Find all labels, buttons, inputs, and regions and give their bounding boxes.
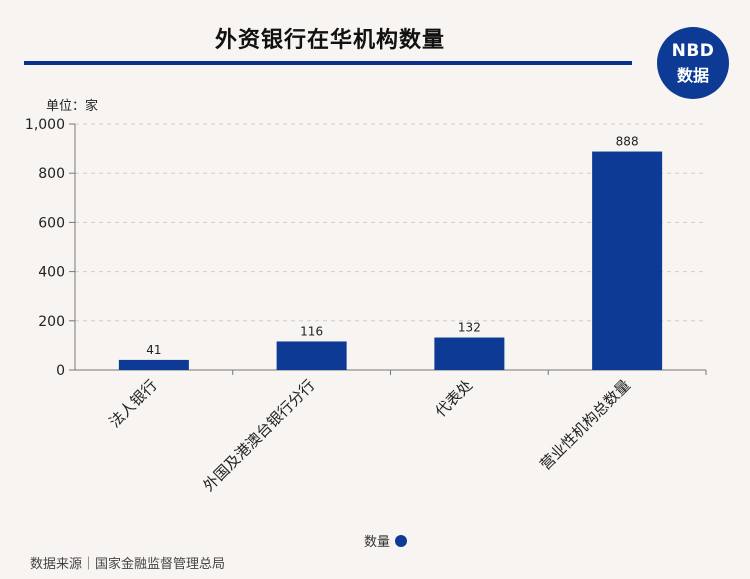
- legend-marker: [395, 534, 408, 547]
- nbd-logo: NBD 数据: [657, 27, 729, 99]
- y-tick-label: 400: [38, 265, 65, 281]
- legend-label: 数量: [364, 535, 391, 550]
- x-tick-label: 法人银行: [106, 376, 161, 431]
- x-tick-label: 外国及港澳台银行分行: [200, 376, 319, 495]
- data-label: 888: [616, 135, 639, 149]
- chart-title: 外资银行在华机构数量: [214, 28, 445, 53]
- x-tick-label: 营业性机构总数量: [536, 376, 634, 474]
- data-label: 116: [300, 324, 323, 338]
- logo-text-nbd: NBD: [671, 41, 715, 61]
- y-tick-label: 1,000: [25, 117, 65, 133]
- data-label: 41: [146, 343, 161, 357]
- logo-text-data: 数据: [676, 66, 709, 85]
- bar: [118, 359, 189, 370]
- title-divider: [24, 61, 632, 65]
- data-source: 数据来源｜国家金融监督管理总局: [30, 557, 226, 572]
- bar: [276, 341, 347, 370]
- y-tick-label: 0: [56, 363, 65, 379]
- y-tick-label: 600: [38, 215, 65, 231]
- unit-label: 单位：家: [46, 99, 99, 114]
- bar: [434, 337, 505, 370]
- data-label: 132: [458, 321, 481, 335]
- y-tick-label: 800: [38, 166, 65, 182]
- y-tick-label: 200: [38, 314, 65, 330]
- x-tick-label: 代表处: [432, 376, 477, 421]
- legend: 数量: [364, 531, 408, 550]
- bar: [592, 151, 663, 370]
